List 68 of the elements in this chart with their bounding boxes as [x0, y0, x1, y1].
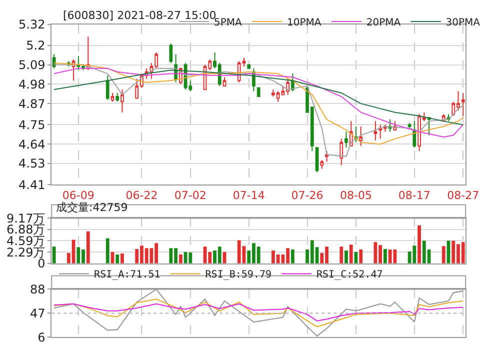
candlestick: [116, 92, 120, 102]
candlestick: [412, 120, 416, 148]
legend-label: 30PMA: [446, 17, 480, 28]
x-tick-label: 08-05: [340, 188, 372, 202]
bar: [178, 254, 182, 264]
y-tick-label: 88: [30, 282, 46, 296]
line-series: [54, 298, 464, 328]
bar: [344, 250, 348, 264]
bar: [52, 246, 56, 264]
bar: [120, 253, 124, 264]
x-tick-label: 08-27: [447, 188, 480, 202]
x-tick-label: 07-14: [232, 188, 265, 202]
bar: [359, 250, 363, 264]
bar: [418, 225, 421, 264]
line-series: [54, 303, 464, 322]
chart-title: [600830] 2021-08-27 15:00: [63, 9, 216, 22]
y-tick-label: 4.64: [18, 137, 46, 152]
bar: [290, 250, 294, 264]
bar: [86, 231, 90, 264]
candlestick: [461, 92, 465, 116]
x-tick-label: 06-22: [126, 188, 158, 202]
candlestick: [247, 64, 251, 69]
bar: [442, 246, 446, 264]
x-tick-label: 06-09: [62, 188, 94, 202]
bar: [340, 246, 344, 264]
candlestick: [169, 43, 173, 64]
x-tick-label: 07-02: [174, 188, 206, 202]
y-tick-label: 9.17万: [6, 211, 46, 226]
y-tick-label: 4.87: [18, 96, 46, 111]
y-tick-label: 5.32: [18, 17, 46, 32]
y-tick-label: 5.2: [26, 38, 46, 53]
y-tick-label: 6: [38, 330, 46, 344]
legend-label: RSI_C:52.47: [316, 270, 383, 281]
x-tick-label: 08-17: [398, 188, 430, 202]
bar: [116, 254, 120, 264]
candlestick: [315, 147, 319, 173]
candlestick: [325, 150, 328, 162]
candlestick: [359, 126, 363, 146]
y-tick-label: 47: [30, 306, 46, 320]
y-tick-label: 4.53: [18, 156, 46, 171]
candlestick: [340, 138, 344, 166]
bar: [383, 249, 387, 264]
bar: [106, 238, 110, 264]
candlestick: [374, 120, 378, 142]
candlestick: [320, 159, 324, 170]
y-tick-label: 2.29万: [6, 245, 46, 260]
legend-label: RSI_B:59.79: [205, 270, 272, 281]
x-tick-label: 07-26: [291, 188, 324, 202]
y-tick-label: 4.75: [18, 118, 46, 132]
line-series: [54, 70, 464, 126]
candlestick: [408, 122, 412, 129]
legend-label: RSI_A:71.51: [94, 270, 160, 281]
candlestick: [427, 117, 431, 136]
legend-label: 5PMA: [214, 17, 242, 28]
candlestick: [110, 92, 114, 102]
y-tick-label: 4.98: [18, 77, 46, 92]
y-tick-label: 4.41: [18, 178, 46, 192]
candlestick: [256, 87, 260, 98]
y-tick-label: 0: [38, 256, 46, 271]
legend-label: 10PMA: [287, 17, 322, 28]
y-tick-label: 5.09: [18, 58, 46, 72]
candlestick: [222, 76, 226, 86]
candlestick: [106, 74, 110, 101]
candlestick: [120, 88, 124, 113]
bar: [349, 244, 353, 264]
legend-label: 20PMA: [366, 17, 401, 28]
chart-title: 成交量:42759: [56, 201, 128, 214]
candlestick: [344, 131, 348, 148]
